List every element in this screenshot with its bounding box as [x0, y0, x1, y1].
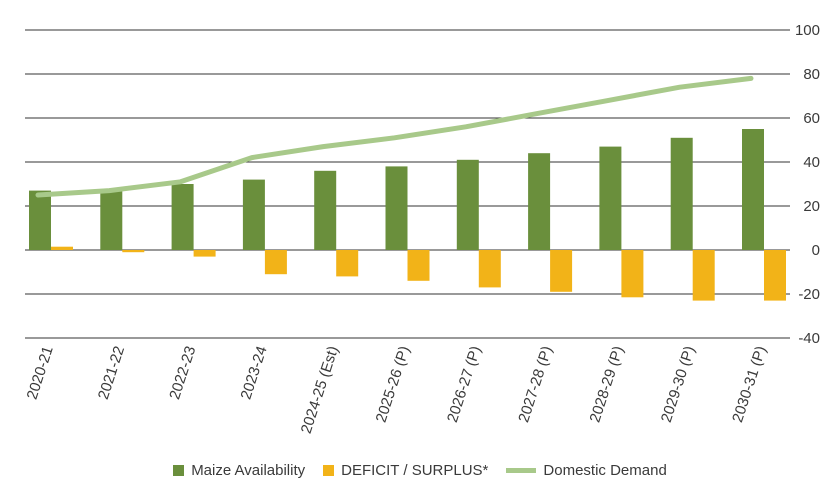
- x-tick-label: 2029-30 (P): [658, 344, 699, 425]
- bar-maize-availability: [242, 179, 265, 250]
- legend-label-maize-availability: Maize Availability: [191, 461, 306, 479]
- bar-deficit-surplus: [478, 250, 501, 288]
- legend: Maize Availability DEFICIT / SURPLUS* Do…: [0, 457, 840, 483]
- bar-maize-availability: [385, 166, 408, 250]
- bar-deficit-surplus: [764, 250, 786, 301]
- bar-maize-availability: [314, 170, 337, 250]
- legend-item-domestic-demand: Domestic Demand: [506, 461, 667, 479]
- y-tick-label: -40: [798, 330, 820, 347]
- x-tick-label: 2023-24: [238, 344, 271, 402]
- bar-maize-availability: [528, 153, 551, 250]
- demand-line-group: [35, 75, 754, 198]
- bar-maize-availability: [670, 137, 693, 250]
- x-tick-label: 2026-27 (P): [444, 344, 485, 425]
- bar-deficit-surplus: [122, 250, 145, 253]
- y-tick-label: 20: [803, 198, 820, 215]
- y-tick-label: 60: [803, 110, 820, 127]
- x-tick-label: 2021-22: [95, 344, 128, 402]
- y-tick-label: 80: [803, 66, 820, 83]
- y-axis-ticks: 100 80 60 40 20 0 -20 -40: [795, 22, 820, 347]
- bar-deficit-surplus: [692, 250, 715, 301]
- x-tick-label: 2028-29 (P): [587, 344, 628, 425]
- legend-swatch-deficit-surplus: [323, 464, 335, 476]
- bar-deficit-surplus: [193, 250, 216, 257]
- bar-deficit-surplus: [264, 250, 287, 275]
- bar-deficit-surplus: [51, 246, 73, 250]
- bar-deficit-surplus: [621, 250, 644, 298]
- legend-item-deficit-surplus: DEFICIT / SURPLUS*: [323, 462, 488, 479]
- x-tick-label: 2027-28 (P): [515, 344, 556, 425]
- legend-swatch-maize-availability: [173, 464, 185, 476]
- bar-deficit-surplus: [407, 250, 430, 281]
- y-tick-label: -20: [798, 286, 820, 303]
- legend-label-deficit-surplus: DEFICIT / SURPLUS*: [341, 461, 489, 479]
- line-domestic-demand: [35, 75, 754, 198]
- x-tick-label: 2020-21: [24, 344, 57, 402]
- bar-maize-availability: [742, 129, 764, 250]
- bars: [29, 129, 786, 301]
- y-tick-label: 100: [795, 22, 820, 39]
- legend-swatch-domestic-demand: [506, 467, 537, 473]
- x-tick-label: 2025-26 (P): [373, 344, 414, 425]
- legend-label-domestic-demand: Domestic Demand: [543, 461, 667, 479]
- x-axis-ticks: 2020-21 2021-22 2022-23 2023-24 2024-25 (Est…: [24, 344, 770, 436]
- legend-item-maize-availability: Maize Availability: [173, 462, 305, 479]
- x-tick-label: 2030-31 (P): [729, 344, 770, 425]
- y-tick-label: 0: [812, 242, 820, 259]
- bar-maize-availability: [599, 146, 622, 250]
- bar-maize-availability: [171, 184, 194, 250]
- x-tick-label: 2022-23: [166, 344, 199, 402]
- bar-maize-availability: [456, 159, 479, 250]
- bar-maize-availability: [100, 190, 123, 250]
- bar-maize-availability: [29, 190, 51, 250]
- bar-deficit-surplus: [336, 250, 359, 277]
- bar-deficit-surplus: [550, 250, 573, 292]
- y-tick-label: 40: [803, 154, 820, 171]
- chart: 100 80 60 40 20 0 -20 -40 2020-21 2021-22 2022-23…: [24, 22, 820, 436]
- x-tick-label: 2024-25 (Est): [298, 344, 342, 436]
